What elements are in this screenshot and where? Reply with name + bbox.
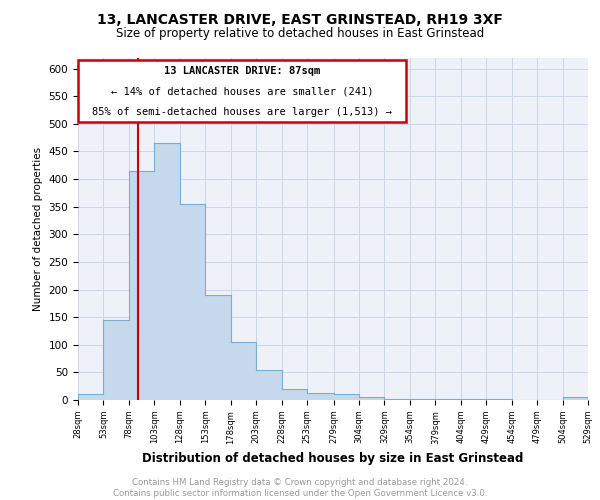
Text: ← 14% of detached houses are smaller (241): ← 14% of detached houses are smaller (24…: [110, 86, 373, 97]
X-axis label: Distribution of detached houses by size in East Grinstead: Distribution of detached houses by size …: [142, 452, 524, 465]
Text: Contains HM Land Registry data © Crown copyright and database right 2024.
Contai: Contains HM Land Registry data © Crown c…: [113, 478, 487, 498]
Text: 85% of semi-detached houses are larger (1,513) →: 85% of semi-detached houses are larger (…: [92, 107, 392, 117]
Text: Size of property relative to detached houses in East Grinstead: Size of property relative to detached ho…: [116, 28, 484, 40]
Text: 13, LANCASTER DRIVE, EAST GRINSTEAD, RH19 3XF: 13, LANCASTER DRIVE, EAST GRINSTEAD, RH1…: [97, 12, 503, 26]
Y-axis label: Number of detached properties: Number of detached properties: [33, 146, 43, 311]
FancyBboxPatch shape: [78, 60, 406, 122]
Text: 13 LANCASTER DRIVE: 87sqm: 13 LANCASTER DRIVE: 87sqm: [164, 66, 320, 76]
